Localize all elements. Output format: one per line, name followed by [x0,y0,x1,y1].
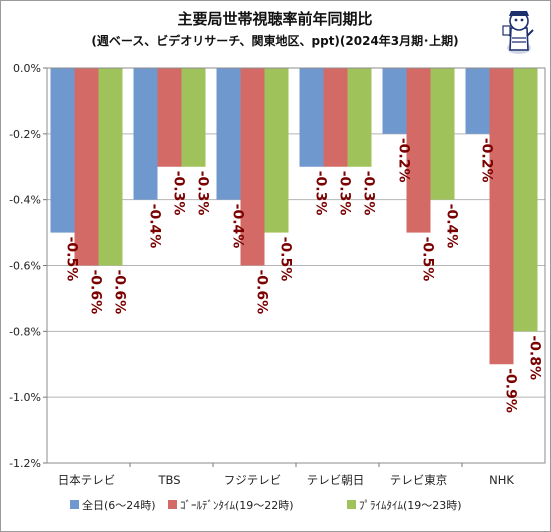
legend-label-2: ﾌﾟﾗｲﾑﾀｲﾑ(19～23時) [359,499,462,512]
data-label-5-2: -0.8% [527,335,543,380]
legend-swatch-2 [347,500,356,509]
bar-4-2 [430,68,455,200]
data-label-3-2: -0.3% [361,171,377,216]
chart-title: 主要局世帯視聴率前年同期比 [177,10,372,28]
data-labels-layer: -0.5% -0.6% -0.6% -0.4% -0.3% -0.3% -0.4% -0.6%… [64,138,543,413]
bar-5-2 [513,68,538,332]
bar-5-1 [489,68,514,365]
axis-layer: 0.0% -0.2% -0.4% -0.6% -0.8% -1.0% -1.2% 日本テレビ T… [9,62,546,487]
legend-swatch-0 [70,500,79,509]
y-tick-label: -0.8% [9,325,41,338]
x-category-label: NHK [489,473,514,487]
data-label-2-0: -0.4% [230,204,246,249]
bar-1-0 [133,68,158,200]
data-label-3-1: -0.3% [337,171,353,216]
data-label-1-2: -0.3% [195,171,211,216]
bar-3-2 [347,68,372,167]
bar-4-0 [382,68,407,134]
data-label-0-2: -0.6% [112,270,128,315]
x-category-label: フジテレビ [224,473,282,487]
bar-3-1 [323,68,348,167]
bar-1-1 [157,68,182,167]
bar-1-2 [181,68,206,167]
x-category-label: テレビ東京 [390,473,448,487]
x-category-label: TBS [157,473,180,487]
legend-label-1: ｺﾞｰﾙﾃﾞﾝﾀｲﾑ(19～22時) [180,499,294,512]
bar-3-0 [299,68,324,167]
bar-0-0 [50,68,75,233]
data-label-2-2: -0.5% [278,237,294,282]
bar-2-1 [240,68,265,266]
data-label-0-0: -0.5% [64,237,80,282]
y-tick-label: -0.2% [9,128,41,141]
y-tick-label: -1.2% [9,457,41,470]
bar-5-0 [465,68,490,134]
bar-2-2 [264,68,289,233]
y-tick-label: -1.0% [9,391,41,404]
data-label-4-1: -0.5% [420,237,436,282]
chart-subtitle: (週ベース、ビデオリサーチ、関東地区、ppt)(2024年3月期･上期) [91,33,458,48]
data-label-2-1: -0.6% [254,270,270,315]
y-tick-label: 0.0% [13,62,41,75]
legend: 全日(6～24時) ｺﾞｰﾙﾃﾞﾝﾀｲﾑ(19～22時) ﾌﾟﾗｲﾑﾀｲﾑ(19～2… [70,498,462,512]
data-label-5-1: -0.9% [503,368,519,413]
x-category-label: テレビ朝日 [307,473,365,487]
bar-2-0 [216,68,241,200]
y-tick-label: -0.6% [9,260,41,273]
bar-4-1 [406,68,431,233]
legend-label-0: 全日(6～24時) [82,498,156,512]
bar-0-1 [74,68,99,266]
bar-0-2 [98,68,123,266]
data-label-4-2: -0.4% [444,204,460,249]
data-label-4-0: -0.2% [396,138,412,183]
legend-swatch-1 [168,500,177,509]
y-tick-label: -0.4% [9,194,41,207]
data-label-3-0: -0.3% [313,171,329,216]
data-label-1-0: -0.4% [147,204,163,249]
x-category-label: 日本テレビ [58,473,116,487]
bars-layer [50,68,538,365]
mascot-logo-icon [502,11,534,54]
data-label-1-1: -0.3% [171,171,187,216]
data-label-5-0: -0.2% [479,138,495,183]
data-label-0-1: -0.6% [88,270,104,315]
